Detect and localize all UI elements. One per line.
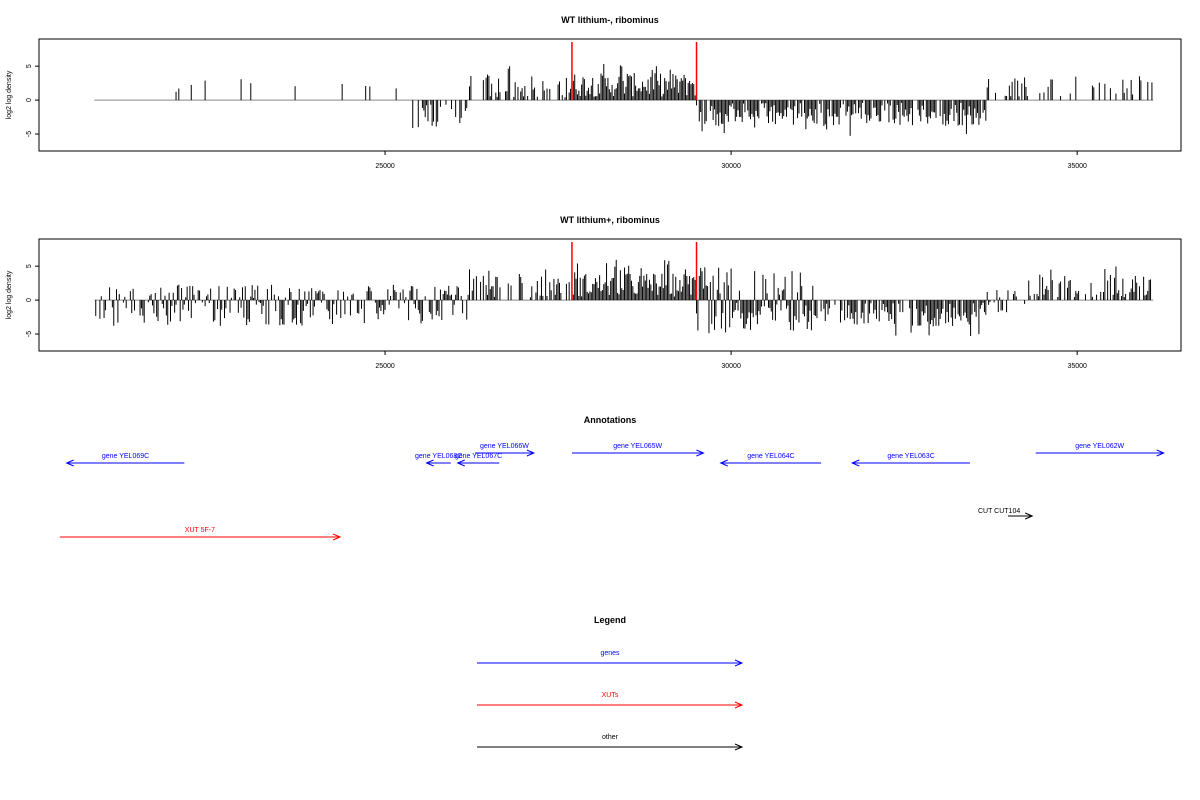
coverage-panel-lithium-plus: WT lithium+, ribominus log2 log density … bbox=[6, 215, 1182, 370]
region-markers bbox=[571, 42, 698, 101]
x-tick-label: 25000 bbox=[375, 163, 395, 170]
legend-arrow-head bbox=[734, 659, 744, 667]
legend-item: genes bbox=[477, 650, 744, 667]
x-tick-label: 35000 bbox=[1067, 163, 1087, 170]
x-ticks: 25000 30000 35000 bbox=[375, 151, 1087, 170]
legend-item: XUTs bbox=[477, 692, 744, 709]
legend-arrow-head bbox=[734, 743, 744, 751]
region-markers bbox=[571, 242, 698, 301]
feature-arrow-head bbox=[526, 449, 536, 457]
feature-arrow-head bbox=[1156, 449, 1165, 457]
feature-arrow-head bbox=[850, 459, 860, 467]
feature-arrow: gene YEL069C bbox=[65, 453, 185, 467]
legend-label: XUTs bbox=[602, 692, 619, 699]
feature-label: gene YEL063C bbox=[887, 453, 934, 460]
y-ticks: -5 0 5 bbox=[26, 64, 39, 137]
feature-label: gene YEL065W bbox=[613, 443, 662, 450]
feature-arrow: gene YEL062W bbox=[1035, 443, 1165, 457]
panel-title: WT lithium-, ribominus bbox=[561, 15, 659, 25]
feature-label: CUT CUT104 bbox=[978, 508, 1020, 515]
feature-arrow: gene YEL068C bbox=[415, 453, 462, 467]
feature-label: gene YEL067C bbox=[455, 453, 502, 460]
feature-arrow-head bbox=[425, 459, 434, 467]
legend-items: genes XUTs other bbox=[477, 650, 744, 751]
feature-arrow-head bbox=[456, 459, 465, 467]
y-axis-label: log2 log density bbox=[6, 70, 13, 119]
feature-label: gene YEL064C bbox=[747, 453, 794, 460]
x-tick-label: 30000 bbox=[721, 163, 741, 170]
plot-frame bbox=[38, 38, 1182, 152]
y-tick-label: 0 bbox=[26, 298, 33, 302]
plot-frame bbox=[38, 238, 1182, 352]
feature-label: gene YEL066W bbox=[480, 443, 529, 450]
legend-title: Legend bbox=[594, 615, 626, 625]
y-axis-label: log2 log density bbox=[6, 270, 13, 319]
coverage-panel-lithium-minus: WT lithium-, ribominus log2 log density … bbox=[6, 15, 1182, 170]
y-ticks: -5 0 5 bbox=[26, 264, 39, 337]
x-tick-label: 25000 bbox=[375, 363, 395, 370]
y-tick-label: -5 bbox=[26, 331, 33, 337]
legend-label: other bbox=[602, 734, 619, 741]
legend-label: genes bbox=[600, 650, 620, 657]
feature-arrow: gene YEL067C bbox=[455, 453, 502, 467]
y-tick-label: 5 bbox=[26, 64, 33, 68]
y-tick-label: 0 bbox=[26, 98, 33, 102]
feature-label: gene YEL068C bbox=[415, 453, 462, 460]
feature-arrow-head bbox=[332, 533, 342, 541]
x-ticks: 25000 30000 35000 bbox=[375, 351, 1087, 370]
coverage-bars bbox=[94, 259, 1154, 337]
y-tick-label: -5 bbox=[26, 131, 33, 137]
feature-arrow: gene YEL063C bbox=[850, 453, 970, 467]
legend-arrow-head bbox=[734, 701, 744, 709]
x-tick-label: 30000 bbox=[721, 363, 741, 370]
annotations-track: Annotations gene YEL069C gene YEL068Cgene… bbox=[59, 415, 1165, 541]
feature-arrow-head bbox=[1024, 512, 1034, 520]
x-tick-label: 35000 bbox=[1067, 363, 1087, 370]
feature-label: gene YEL069C bbox=[102, 453, 149, 460]
panel-title: WT lithium+, ribominus bbox=[560, 215, 660, 225]
coverage-bars bbox=[94, 63, 1154, 136]
feature-arrow-head bbox=[719, 459, 728, 467]
legend: Legend genes XUTs other bbox=[477, 615, 744, 751]
legend-item: other bbox=[477, 734, 744, 751]
annotations-title: Annotations bbox=[584, 415, 637, 425]
feature-arrow-head bbox=[696, 449, 705, 457]
feature-arrow-head bbox=[65, 459, 74, 467]
feature-label: XUT 5F-7 bbox=[185, 527, 215, 534]
feature-arrow: gene YEL064C bbox=[719, 453, 822, 467]
feature-arrow: CUT CUT104 bbox=[978, 508, 1034, 520]
feature-arrow: XUT 5F-7 bbox=[59, 527, 342, 541]
feature-label: gene YEL062W bbox=[1075, 443, 1124, 450]
feature-arrow: gene YEL065W bbox=[571, 443, 705, 457]
y-tick-label: 5 bbox=[26, 264, 33, 268]
feature-arrow: gene YEL066W bbox=[475, 443, 536, 457]
